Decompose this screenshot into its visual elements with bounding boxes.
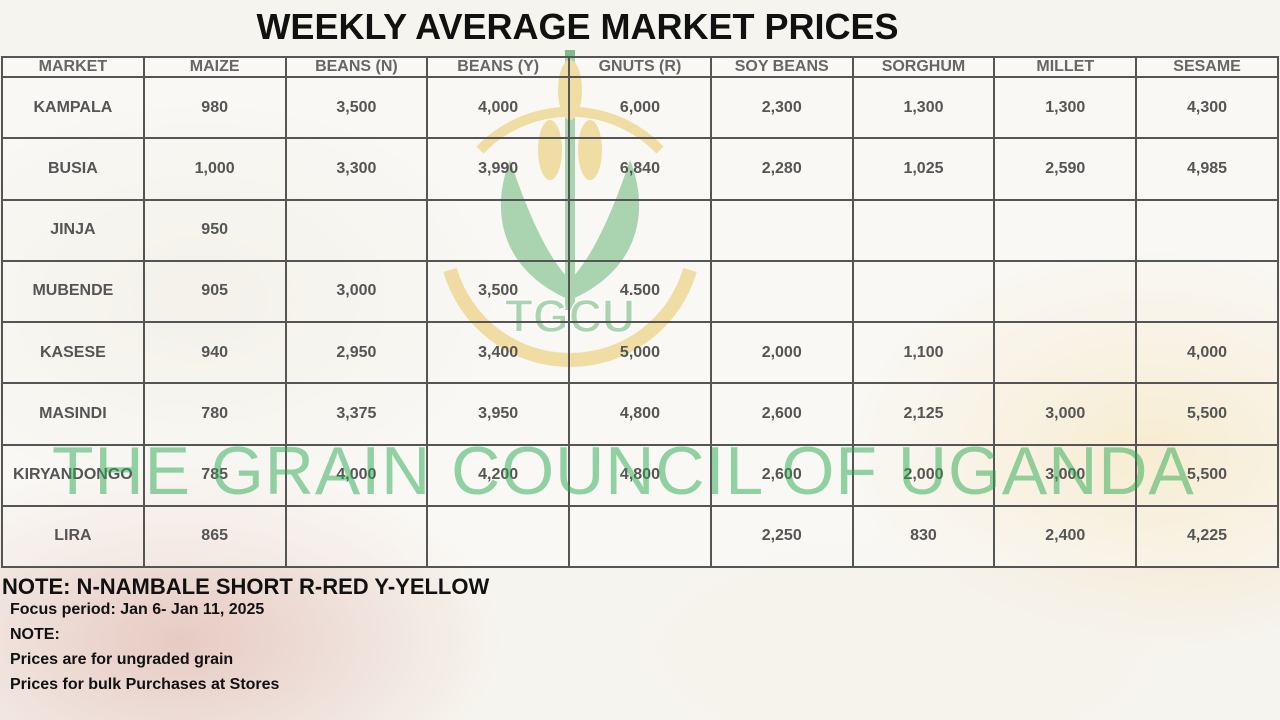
price-cell: 3,000 [993, 382, 1138, 446]
table-row: MASINDI 780 3,375 3,950 4,800 2,600 2,125 3,000… [1, 382, 1279, 446]
watermark-text: THE GRAIN COUNCIL OF UGANDA [52, 433, 1195, 509]
price-cell: 830 [851, 504, 996, 569]
price-cell: 2,280 [709, 137, 854, 201]
price-table: MARKET MAIZE BEANS (N) BEANS (Y) GNUTS (R) SO… [1, 56, 1279, 569]
column-header: GNUTS (R) [568, 56, 712, 78]
price-cell: 4.500 [568, 259, 712, 324]
price-cell: 3,000 [284, 259, 429, 324]
column-header: BEANS (N) [284, 56, 429, 78]
price-cell [568, 198, 712, 262]
column-header: BEANS (Y) [426, 56, 571, 78]
price-cell: 2,300 [709, 75, 854, 140]
column-header: SESAME [1135, 56, 1279, 78]
price-cell: 1,300 [993, 75, 1138, 140]
price-cell: 1,025 [851, 137, 996, 201]
price-cell: 5,500 [1135, 443, 1279, 507]
note-line: NOTE: [10, 626, 60, 643]
price-cell [426, 198, 571, 262]
price-cell: 4,985 [1135, 137, 1279, 201]
column-header: MILLET [993, 56, 1138, 78]
price-cell [568, 504, 712, 569]
price-cell: 2,400 [993, 504, 1138, 569]
price-cell: 865 [142, 504, 287, 569]
price-cell [284, 504, 429, 569]
price-cell: 6,000 [568, 75, 712, 140]
price-cell: 5,500 [1135, 382, 1279, 446]
table-row: KASESE 940 2,950 3,400 5,000 2,000 1,100 4,000 [1, 320, 1279, 385]
column-header: SOY BEANS [709, 56, 854, 78]
price-cell [1135, 259, 1279, 324]
price-cell: 3,500 [284, 75, 429, 140]
note-line: Focus period: Jan 6- Jan 11, 2025 [10, 601, 265, 618]
note-line: Prices for bulk Purchases at Stores [10, 676, 280, 693]
price-cell: 2,250 [709, 504, 854, 569]
table-row: KIRYANDONGO 785 4,000 4,200 4,800 2,600 2,000 3… [1, 443, 1279, 507]
market-cell: KAMPALA [1, 75, 145, 140]
price-cell: 1,300 [851, 75, 996, 140]
price-cell: 3,950 [426, 382, 571, 446]
price-cell: 1,000 [142, 137, 287, 201]
price-cell: 6,840 [568, 137, 712, 201]
price-cell [284, 198, 429, 262]
price-cell: 2,590 [993, 137, 1138, 201]
table-row: BUSIA 1,000 3,300 3,990 6,840 2,280 1,025 2,590… [1, 137, 1279, 201]
price-cell: 950 [142, 198, 287, 262]
price-cell: 2,000 [851, 443, 996, 507]
market-cell: BUSIA [1, 137, 145, 201]
market-cell: MASINDI [1, 382, 145, 446]
price-cell [1135, 198, 1279, 262]
table-row: JINJA 950 [1, 198, 1279, 262]
price-cell: 4,800 [568, 443, 712, 507]
price-cell [851, 198, 996, 262]
price-cell: 785 [142, 443, 287, 507]
column-header: SORGHUM [851, 56, 996, 78]
price-cell: 4,225 [1135, 504, 1279, 569]
price-cell: 2,125 [851, 382, 996, 446]
price-cell: 3,300 [284, 137, 429, 201]
price-cell: 2,950 [284, 320, 429, 385]
market-cell: KASESE [1, 320, 145, 385]
price-cell: 905 [142, 259, 287, 324]
table-row: KAMPALA 980 3,500 4,000 6,000 2,300 1,300 1,300… [1, 75, 1279, 140]
price-cell [993, 259, 1138, 324]
legend-note: NOTE: N-NAMBALE SHORT R-RED Y-YELLOW [2, 574, 490, 599]
price-cell: 3,000 [993, 443, 1138, 507]
title: WEEKLY AVERAGE MARKET PRICES [256, 6, 899, 47]
price-cell: 4,000 [426, 75, 571, 140]
price-cell [709, 198, 854, 262]
price-cell: 3,990 [426, 137, 571, 201]
column-header: MAIZE [142, 56, 287, 78]
price-cell: 3,400 [426, 320, 571, 385]
price-cell: 780 [142, 382, 287, 446]
price-cell: 2,000 [709, 320, 854, 385]
price-cell: 2,600 [709, 382, 854, 446]
market-cell: JINJA [1, 198, 145, 262]
price-cell: 4,300 [1135, 75, 1279, 140]
price-cell [709, 259, 854, 324]
price-cell [851, 259, 996, 324]
table-row: LIRA 865 2,250 830 2,400 4,225 [1, 504, 1279, 569]
market-cell: MUBENDE [1, 259, 145, 324]
price-cell: 5,000 [568, 320, 712, 385]
price-cell: 3,500 [426, 259, 571, 324]
price-cell: 4,200 [426, 443, 571, 507]
price-cell: 3,375 [284, 382, 429, 446]
column-header: MARKET [1, 56, 145, 78]
market-cell: LIRA [1, 504, 145, 569]
price-cell: 4,000 [284, 443, 429, 507]
header-row: MARKET MAIZE BEANS (N) BEANS (Y) GNUTS (R) SO… [1, 56, 1279, 78]
price-cell [993, 320, 1138, 385]
price-cell [426, 504, 571, 569]
note-line: Prices are for ungraded grain [10, 651, 234, 668]
price-cell: 1,100 [851, 320, 996, 385]
price-cell: 4,000 [1135, 320, 1279, 385]
market-cell: KIRYANDONGO [1, 443, 145, 507]
price-cell: 940 [142, 320, 287, 385]
price-cell: 4,800 [568, 382, 712, 446]
price-cell: 980 [142, 75, 287, 140]
table-row: MUBENDE 905 3,000 3,500 4.500 [1, 259, 1279, 324]
price-cell: 2,600 [709, 443, 854, 507]
price-cell [993, 198, 1138, 262]
